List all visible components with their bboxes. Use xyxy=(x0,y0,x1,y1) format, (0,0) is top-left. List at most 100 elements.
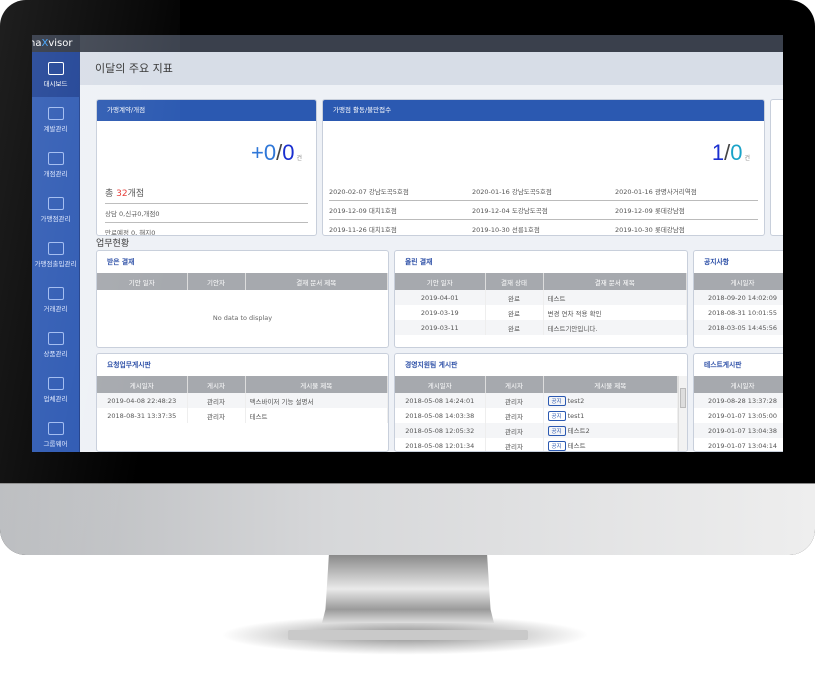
table-cell: 2018-05-08 12:01:34 xyxy=(395,438,486,451)
clipboard-check-icon xyxy=(47,241,64,255)
table-cell: 2019-01-07 13:04:14 xyxy=(694,438,783,451)
cell-text: 2018-08-31 10:01:55 xyxy=(707,308,778,317)
sidebar-item-6[interactable]: 상품관리 xyxy=(32,322,79,367)
table-row[interactable]: 2018-08-31 10:01:55 xyxy=(694,305,783,320)
card-title: 가맹계약/개점 xyxy=(97,100,316,121)
table-cell: 2019-01-07 13:05:00 xyxy=(694,408,783,423)
sidebar-item-8[interactable]: 그룹웨어 xyxy=(32,412,79,452)
cell-text: 2019-01-07 13:05:00 xyxy=(707,411,778,420)
sidebar-item-2[interactable]: 개점관리 xyxy=(32,142,79,187)
table-cell: 2018-05-08 14:03:38 xyxy=(395,408,486,423)
cell-text: 2018-08-31 13:37:35 xyxy=(107,411,177,420)
panel-title: 테스트게시판 xyxy=(704,361,742,369)
logo[interactable]: naXvisor xyxy=(32,35,80,52)
scrollbar-thumb[interactable] xyxy=(680,388,686,408)
cell-text: 2018-05-08 12:05:32 xyxy=(405,426,475,435)
data-table: 게시일자 2019-08-28 13:37:28 2019-01-07 13:05:… xyxy=(694,376,783,451)
column-header[interactable]: 게시일자 xyxy=(694,273,783,290)
barcode-icon xyxy=(47,331,64,345)
column-header[interactable]: 결재 문서 제목 xyxy=(245,273,388,290)
network-icon xyxy=(47,376,64,390)
column-header[interactable]: 게시일자 xyxy=(694,376,783,393)
table-cell: 2019-03-11 xyxy=(395,320,486,335)
table-row[interactable]: 2019-04-01 완료 테스트 xyxy=(395,290,687,305)
table-row[interactable]: 2018-05-08 14:03:38 관리자 공지 test1 xyxy=(395,408,678,423)
activity-entry[interactable]: 2020-02-07 강남도곡5호점 xyxy=(329,182,472,201)
table-row[interactable]: 2019-01-07 13:04:14 xyxy=(694,438,783,451)
table-cell: 테스트 xyxy=(543,290,687,305)
table-row[interactable]: 2019-04-08 22:48:23 관리자 맥스바이저 기능 설명서 xyxy=(97,393,388,408)
column-header[interactable]: 기안 일자 xyxy=(97,273,188,290)
data-table: 기안 일자 기안자 결재 문서 제목 xyxy=(97,273,388,290)
activity-entry[interactable]: 2020-01-16 강남도곡5호점 xyxy=(472,182,615,201)
column-header[interactable]: 기안자 xyxy=(187,273,246,290)
table-row[interactable]: 2018-09-20 14:02:09 xyxy=(694,290,783,305)
table-row[interactable]: 2019-08-28 13:37:28 xyxy=(694,393,783,408)
activity-entry[interactable]: 2020-01-16 광명사거리역점 xyxy=(615,182,758,201)
table-row[interactable]: 2018-08-31 13:37:35 관리자 테스트 xyxy=(97,408,388,423)
notice-tag: 공지 xyxy=(547,426,566,436)
table-row[interactable]: 2019-01-07 13:04:38 xyxy=(694,423,783,438)
scrollbar[interactable] xyxy=(678,376,687,451)
table-cell: 2019-03-19 xyxy=(395,305,486,320)
cell-text: 2018-09-20 14:02:09 xyxy=(707,293,778,302)
panel-title: 경영지원팀 게시판 xyxy=(405,361,458,369)
cell-text: 테스트기안입니다. xyxy=(547,324,598,333)
table-row[interactable]: 2019-01-07 13:05:00 xyxy=(694,408,783,423)
panel-title: 올린 결재 xyxy=(405,258,433,266)
table-cell: 2018-08-31 13:37:35 xyxy=(97,408,188,423)
activity-entry[interactable]: 2019-11-26 대치1호점 xyxy=(329,226,397,234)
activity-entry[interactable]: 2019-12-09 롯데강남점 xyxy=(615,201,758,220)
sidebar-item-7[interactable]: 업체관리 xyxy=(32,367,79,412)
page-title: 이달의 주요 지표 xyxy=(80,52,783,85)
column-header[interactable]: 결재 문서 제목 xyxy=(543,273,687,290)
section-title: 업무현황 xyxy=(96,239,130,249)
column-header[interactable]: 게시일자 xyxy=(97,376,188,393)
data-table: 기안 일자 결재 상태 결재 문서 제목 2019-04-01 완료 테스트 2019-03… xyxy=(395,273,687,335)
table-cell: 공지 test2 xyxy=(543,393,678,408)
sidebar-item-1[interactable]: 계발관리 xyxy=(32,97,79,142)
activity-entry[interactable]: 2019-12-09 대치1호점 xyxy=(329,201,472,220)
monitor-chin xyxy=(0,483,815,555)
table-cell: 공지 테스트2 xyxy=(543,423,678,438)
cell-text: 2019-04-01 xyxy=(420,293,459,302)
table-row[interactable]: 2019-03-19 완료 변경 연차 적용 확인 xyxy=(395,305,687,320)
expire-stats: 만료예정 0, 해지0 xyxy=(105,229,156,236)
cell-text: 완료 xyxy=(508,309,520,318)
table-cell: 2019-08-28 13:37:28 xyxy=(694,393,783,408)
empty-message: No data to display xyxy=(212,314,273,322)
sidebar-item-label: 계발관리 xyxy=(43,124,68,133)
cell-text: 완료 xyxy=(508,294,520,303)
cell-text: 2018-05-08 14:03:38 xyxy=(405,411,475,420)
sidebar-item-5[interactable]: 거래관리 xyxy=(32,277,79,322)
column-header[interactable]: 게시물 제목 xyxy=(245,376,388,393)
sidebar-item-0[interactable]: 대시보드 xyxy=(32,52,79,97)
table-cell: 완료 xyxy=(485,290,544,305)
table-row[interactable]: 2018-03-05 14:45:56 xyxy=(694,320,783,335)
table-row[interactable]: 2018-05-08 12:05:32 관리자 공지 테스트2 xyxy=(395,423,678,438)
sidebar-item-3[interactable]: 가맹점관리 xyxy=(32,187,79,232)
sidebar-item-4[interactable]: 가맹점출입관리 xyxy=(32,232,79,277)
cell-text: 완료 xyxy=(508,324,520,333)
table-cell: 변경 연차 적용 확인 xyxy=(543,305,687,320)
column-header[interactable]: 결재 상태 xyxy=(485,273,544,290)
column-header[interactable]: 게시물 제목 xyxy=(543,376,678,393)
table-row[interactable]: 2019-03-11 완료 테스트기안입니다. xyxy=(395,320,687,335)
table-cell: 관리자 xyxy=(485,438,544,451)
column-header[interactable]: 게시일자 xyxy=(395,376,486,393)
table-cell: 관리자 xyxy=(485,423,544,438)
column-header[interactable]: 게시자 xyxy=(187,376,246,393)
table-row[interactable]: 2018-05-08 12:01:34 관리자 공지 테스트 xyxy=(395,438,678,451)
total-stores: 총 32개점 xyxy=(105,182,308,204)
activity-entry[interactable]: 2019-10-30 선릉1호점 xyxy=(472,226,540,234)
activity-entry[interactable]: 2019-10-30 롯데강남점 xyxy=(615,226,685,234)
cell-text: 관리자 xyxy=(505,442,523,451)
cell-text: 관리자 xyxy=(505,427,523,436)
cell-text: 2019-03-19 xyxy=(420,308,459,317)
table-row[interactable]: 2018-05-08 14:24:01 관리자 공지 test2 xyxy=(395,393,678,408)
column-header[interactable]: 기안 일자 xyxy=(395,273,486,290)
activity-entry[interactable]: 2019-12-04 도강남도곡점 xyxy=(472,201,615,220)
table-cell: 완료 xyxy=(485,320,544,335)
column-header[interactable]: 게시자 xyxy=(485,376,544,393)
